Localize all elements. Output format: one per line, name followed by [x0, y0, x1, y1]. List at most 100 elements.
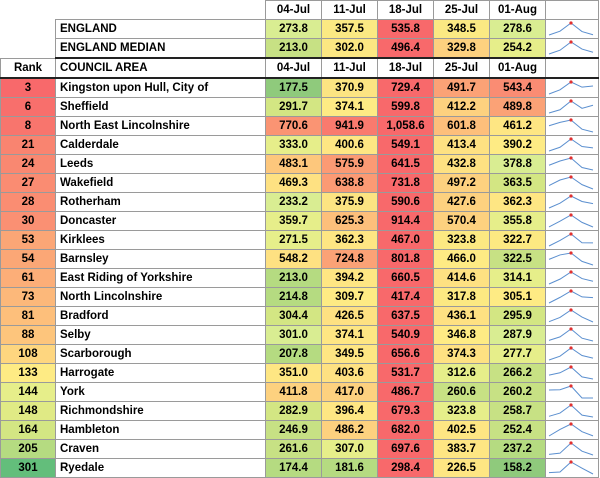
table-row: 73 North Lincolnshire 214.8 309.7 417.4 317.8… — [0, 287, 599, 307]
sparkline-peak-marker — [569, 137, 573, 141]
sparkline-peak-marker — [569, 251, 573, 255]
value-cell: 174.4 — [265, 458, 322, 478]
sparkline — [548, 21, 594, 36]
sparkline-peak-marker — [569, 213, 573, 217]
value-cell: 486.2 — [321, 420, 378, 440]
rank-cell: 54 — [0, 249, 56, 269]
date-header: 11-Jul — [321, 0, 378, 20]
sparkline-line — [548, 328, 594, 342]
summary-row: ENGLAND 273.8 357.5 535.8 348.5 278.6 — [0, 19, 599, 39]
value-cell: 258.7 — [489, 401, 546, 421]
value-cell: 375.9 — [321, 192, 378, 212]
table-row: 88 Selby 301.0 374.1 540.9 346.8 287.9 — [0, 325, 599, 345]
value-cell: 548.2 — [265, 249, 322, 269]
date-header: 18-Jul — [377, 0, 434, 20]
value-cell: 679.3 — [377, 401, 434, 421]
value-cell: 233.2 — [265, 192, 322, 212]
rank-cell: 133 — [0, 363, 56, 383]
value-cell: 697.6 — [377, 439, 434, 459]
council-name: Harrogate — [55, 363, 266, 383]
table-row: 27 Wakefield 469.3 638.8 731.8 497.2 363.5 — [0, 173, 599, 193]
value-cell: 731.8 — [377, 173, 434, 193]
value-cell: 461.2 — [489, 116, 546, 136]
rank-cell: 6 — [0, 97, 56, 117]
table-row: 144 York 411.8 417.0 486.7 260.6 260.2 — [0, 382, 599, 402]
sparkline-peak-marker — [569, 460, 573, 464]
value-cell: 656.6 — [377, 344, 434, 364]
sparkline — [548, 80, 594, 95]
table-row: 53 Kirklees 271.5 362.3 467.0 323.8 322.7 — [0, 230, 599, 250]
summary-header-row: 04-Jul 11-Jul 18-Jul 25-Jul 01-Aug — [0, 0, 599, 20]
blank-cell — [0, 38, 56, 58]
sparkline — [548, 194, 594, 209]
value-cell: 575.9 — [321, 154, 378, 174]
blank-cell — [0, 0, 266, 20]
rank-cell: 8 — [0, 116, 56, 136]
sparkline — [548, 137, 594, 152]
value-cell: 489.8 — [489, 97, 546, 117]
value-cell: 295.9 — [489, 306, 546, 326]
sparkline-line — [548, 100, 594, 114]
council-name: Sheffield — [55, 97, 266, 117]
value-cell: 396.4 — [321, 401, 378, 421]
value-cell: 302.0 — [321, 38, 378, 59]
sparkline — [548, 40, 594, 55]
value-cell: 362.3 — [321, 230, 378, 250]
sparkline-line — [548, 385, 594, 399]
sparkline-peak-marker — [569, 232, 573, 236]
council-name: Doncaster — [55, 211, 266, 231]
sparkline — [548, 441, 594, 456]
sparkline-line — [548, 366, 594, 380]
value-cell: 266.2 — [489, 363, 546, 383]
sparkline-peak-marker — [569, 308, 573, 312]
table-row: 8 North East Lincolnshire 770.6 941.9 1,058.… — [0, 116, 599, 136]
council-name: Ryedale — [55, 458, 266, 478]
sparkline — [548, 251, 594, 266]
value-cell: 158.2 — [489, 458, 546, 478]
value-cell: 214.8 — [265, 287, 322, 307]
sparkline — [548, 365, 594, 380]
sparkline-cell — [545, 249, 599, 269]
value-cell: 432.8 — [433, 154, 490, 174]
table-row: 164 Hambleton 246.9 486.2 682.0 402.5 252.4 — [0, 420, 599, 440]
sparkline-cell — [545, 38, 599, 59]
value-cell: 305.1 — [489, 287, 546, 307]
sparkline-cell — [545, 268, 599, 288]
table-row: 81 Bradford 304.4 426.5 637.5 436.1 295.9 — [0, 306, 599, 326]
council-name: Selby — [55, 325, 266, 345]
date-header: 25-Jul — [433, 0, 490, 20]
sparkline — [548, 384, 594, 399]
sparkline-cell — [545, 344, 599, 364]
value-cell: 273.8 — [265, 19, 322, 39]
rank-cell: 73 — [0, 287, 56, 307]
value-cell: 682.0 — [377, 420, 434, 440]
value-cell: 383.7 — [433, 439, 490, 459]
value-cell: 348.5 — [433, 19, 490, 39]
sparkline-peak-marker — [569, 80, 573, 84]
rank-header: Rank — [0, 57, 56, 79]
value-cell: 329.8 — [433, 38, 490, 59]
sparkline-cell — [545, 19, 599, 39]
value-cell: 411.8 — [265, 382, 322, 402]
sparkline — [548, 213, 594, 228]
rank-cell: 108 — [0, 344, 56, 364]
value-cell: 400.6 — [321, 135, 378, 155]
value-cell: 359.7 — [265, 211, 322, 231]
sparkline-line — [548, 442, 594, 456]
sparkline-line — [548, 81, 594, 95]
value-cell: 801.8 — [377, 249, 434, 269]
table-header-row: Rank COUNCIL AREA 04-Jul 11-Jul 18-Jul 25-Jul… — [0, 57, 599, 79]
sparkline-line — [548, 233, 594, 247]
value-cell: 323.8 — [433, 230, 490, 250]
value-cell: 394.2 — [321, 268, 378, 288]
value-cell: 483.1 — [265, 154, 322, 174]
summary-label: ENGLAND MEDIAN — [55, 38, 266, 59]
value-cell: 287.9 — [489, 325, 546, 345]
sparkline-peak-marker — [569, 40, 573, 44]
table-row: 3 Kingston upon Hull, City of 177.5 370.9 72… — [0, 77, 599, 98]
value-cell: 469.3 — [265, 173, 322, 193]
sparkline-cell — [545, 135, 599, 155]
sparkline-peak-marker — [569, 270, 573, 274]
sparkline-cell — [545, 325, 599, 345]
value-cell: 277.7 — [489, 344, 546, 364]
